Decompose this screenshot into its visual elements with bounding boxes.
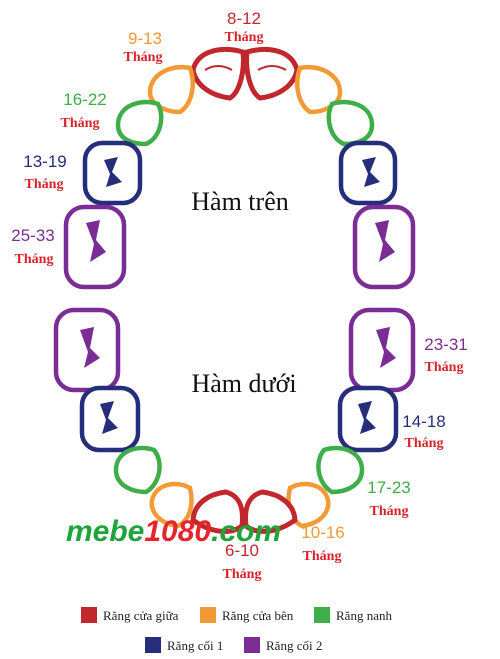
lower-second-molar-range: 23-31	[424, 335, 467, 354]
lower-jaw-title: Hàm dưới	[191, 369, 296, 398]
legend-item-canine: Răng nanh	[314, 607, 392, 623]
upper-jaw-teeth	[63, 47, 416, 290]
lower-canine-unit: Tháng	[370, 504, 409, 519]
legend-swatch-first-molar	[145, 637, 161, 653]
lower-lateral-range: 10-16	[301, 523, 344, 542]
legend-swatch-central-incisor	[81, 607, 97, 623]
lower-central-incisor-right	[243, 489, 298, 534]
legend-swatch-lateral-incisor	[200, 607, 216, 623]
watermark-part-2: 1080	[144, 515, 211, 548]
legend-label-first-molar: Răng cối 1	[167, 638, 223, 653]
lower-first-molar-left	[79, 385, 141, 453]
lower-canine-range: 17-23	[367, 478, 410, 497]
legend-item-first-molar: Răng cối 1	[145, 637, 223, 653]
legend-item-lateral-incisor: Răng cửa bên	[200, 607, 294, 623]
legend-item-central-incisor: Răng cửa giữa	[81, 607, 179, 623]
upper-second-molar-range: 25-33	[11, 226, 54, 245]
legend-label-canine: Răng nanh	[336, 608, 392, 623]
legend-swatch-second-molar	[244, 637, 260, 653]
lower-second-molar-left	[53, 307, 121, 393]
upper-central-incisor-right	[244, 47, 300, 101]
upper-canine-range: 16-22	[63, 90, 106, 109]
upper-canine-left	[115, 99, 164, 147]
upper-first-molar-range: 13-19	[23, 152, 66, 171]
lower-lateral-incisor-left	[149, 481, 194, 529]
legend-label-lateral-incisor: Răng cửa bên	[222, 608, 294, 623]
upper-central-unit: Tháng	[225, 30, 264, 45]
lower-central-incisor-left	[190, 489, 245, 534]
lower-first-molar-range: 14-18	[402, 412, 445, 431]
lower-canine-right	[316, 445, 365, 495]
lower-central-range: 6-10	[225, 541, 259, 560]
upper-second-molar-unit: Tháng	[15, 252, 54, 267]
legend-swatch-canine	[314, 607, 330, 623]
legend-label-second-molar: Răng cối 2	[266, 638, 322, 653]
upper-canine-unit: Tháng	[61, 116, 100, 131]
upper-canine-right	[326, 99, 375, 147]
legend-label-central-incisor: Răng cửa giữa	[103, 608, 179, 623]
lower-second-molar-right	[348, 307, 416, 393]
upper-molar-marks	[86, 157, 395, 262]
legend-item-second-molar: Răng cối 2	[244, 637, 322, 653]
lower-first-molar-right	[337, 385, 399, 453]
upper-lateral-unit: Tháng	[124, 50, 163, 65]
watermark-part-3: .com	[211, 515, 281, 548]
lower-first-molar-unit: Tháng	[405, 436, 444, 451]
watermark-part-1: mebe	[66, 515, 144, 548]
watermark: mebe1080.com	[66, 515, 281, 548]
lower-jaw-teeth	[53, 307, 416, 534]
lower-central-unit: Tháng	[223, 567, 262, 582]
legend: Răng cửa giữa Răng cửa bên Răng nanh Răn…	[81, 607, 392, 653]
lower-second-molar-unit: Tháng	[425, 360, 464, 375]
upper-central-range: 8-12	[227, 9, 261, 28]
lower-lateral-unit: Tháng	[303, 549, 342, 564]
upper-first-molar-unit: Tháng	[25, 177, 64, 192]
upper-central-incisor-left	[190, 47, 246, 101]
upper-lateral-range: 9-13	[128, 29, 162, 48]
lower-molar-marks	[80, 327, 396, 434]
lower-canine-left	[113, 445, 162, 495]
upper-jaw-title: Hàm trên	[191, 187, 288, 216]
